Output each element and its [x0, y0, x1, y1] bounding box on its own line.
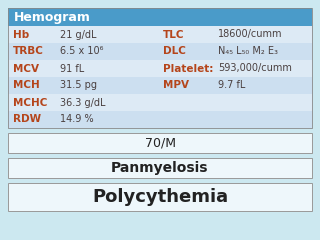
Text: 91 fL: 91 fL: [60, 64, 84, 73]
Text: MCH: MCH: [13, 80, 40, 90]
Text: 31.5 pg: 31.5 pg: [60, 80, 97, 90]
Text: 9.7 fL: 9.7 fL: [218, 80, 245, 90]
FancyBboxPatch shape: [8, 60, 312, 77]
Text: TRBC: TRBC: [13, 47, 44, 56]
FancyBboxPatch shape: [8, 183, 312, 211]
Text: DLC: DLC: [163, 47, 186, 56]
FancyBboxPatch shape: [8, 26, 312, 43]
FancyBboxPatch shape: [8, 43, 312, 60]
FancyBboxPatch shape: [8, 133, 312, 153]
Text: MCV: MCV: [13, 64, 39, 73]
Text: Hemogram: Hemogram: [14, 11, 91, 24]
FancyBboxPatch shape: [8, 77, 312, 94]
Text: MCHC: MCHC: [13, 97, 47, 108]
Text: Hb: Hb: [13, 30, 29, 40]
Text: 6.5 x 10⁶: 6.5 x 10⁶: [60, 47, 103, 56]
FancyBboxPatch shape: [8, 94, 312, 111]
FancyBboxPatch shape: [8, 158, 312, 178]
Text: RDW: RDW: [13, 114, 41, 125]
Text: Panmyelosis: Panmyelosis: [111, 161, 209, 175]
Text: N₄₅ L₅₀ M₂ E₃: N₄₅ L₅₀ M₂ E₃: [218, 47, 278, 56]
Text: MPV: MPV: [163, 80, 189, 90]
Text: 36.3 g/dL: 36.3 g/dL: [60, 97, 106, 108]
FancyBboxPatch shape: [8, 8, 312, 26]
Text: 14.9 %: 14.9 %: [60, 114, 94, 125]
Text: 21 g/dL: 21 g/dL: [60, 30, 97, 40]
Text: Platelet:: Platelet:: [163, 64, 213, 73]
Text: 18600/cumm: 18600/cumm: [218, 30, 283, 40]
Text: 593,000/cumm: 593,000/cumm: [218, 64, 292, 73]
FancyBboxPatch shape: [8, 111, 312, 128]
Text: Polycythemia: Polycythemia: [92, 188, 228, 206]
Text: 70/M: 70/M: [145, 137, 175, 150]
Text: TLC: TLC: [163, 30, 185, 40]
